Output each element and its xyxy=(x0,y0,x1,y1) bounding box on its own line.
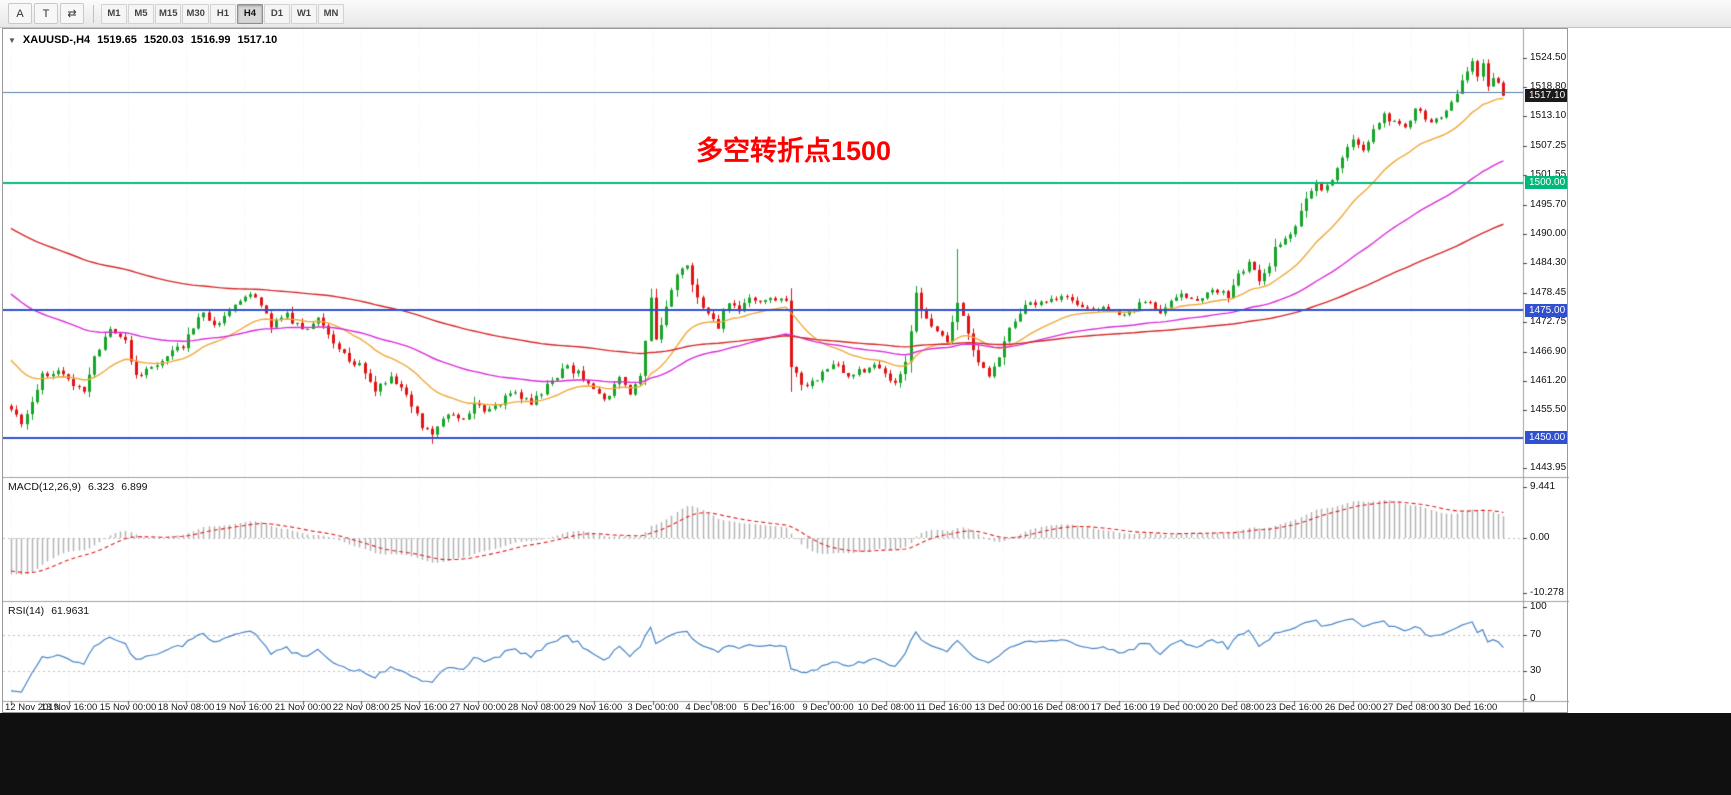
time-axis-label: 19 Dec 00:00 xyxy=(1149,702,1207,713)
chart-header: ▼ XAUUSD-,H4 1519.65 1520.03 1516.99 151… xyxy=(8,34,277,46)
high-value: 1520.03 xyxy=(143,34,184,46)
price-badge-1450.00: 1450.00 xyxy=(1525,431,1567,445)
toolbar-tools: A T ⇄ xyxy=(8,3,86,24)
rsi-label: RSI(14) 61.9631 xyxy=(8,605,90,617)
rsi-name: RSI(14) xyxy=(8,605,45,617)
time-axis-label: 20 Dec 08:00 xyxy=(1207,702,1265,713)
time-axis-label: 30 Dec 16:00 xyxy=(1440,702,1498,713)
axis-tick-label: 100 xyxy=(1530,601,1547,612)
time-axis-label: 27 Dec 08:00 xyxy=(1382,702,1440,713)
time-axis-label: 9 Dec 00:00 xyxy=(802,702,854,713)
time-axis-label: 4 Dec 08:00 xyxy=(685,702,737,713)
axis-tick-label: 1466.90 xyxy=(1530,345,1567,357)
axis-tick-label: 1495.70 xyxy=(1530,198,1567,210)
macd-signal-value: 6.899 xyxy=(121,481,148,493)
collapse-chart-icon[interactable]: ▼ xyxy=(8,35,16,45)
axis-tick-label: 1455.50 xyxy=(1530,403,1567,415)
chart-canvas[interactable] xyxy=(3,29,1569,714)
close-value: 1517.10 xyxy=(237,34,278,46)
price-badge-1500.00: 1500.00 xyxy=(1525,176,1567,190)
chart-window: ▼ XAUUSD-,H4 1519.65 1520.03 1516.99 151… xyxy=(2,28,1569,714)
time-axis-label: 18 Nov 08:00 xyxy=(157,702,215,713)
bottom-dark-strip xyxy=(0,713,1731,795)
axis-tick-label: 0 xyxy=(1530,693,1536,704)
axis-tick-label: 1513.10 xyxy=(1530,110,1567,122)
time-axis-label: 12 Nov 2019 xyxy=(5,702,59,713)
time-axis[interactable]: 12 Nov 2019 13 Nov 16:00 15 Nov 00:00 18 No… xyxy=(3,701,1523,714)
time-axis-label: 16 Dec 08:00 xyxy=(1032,702,1090,713)
axis-tick-label: 70 xyxy=(1530,628,1542,640)
time-axis-label: 27 Nov 00:00 xyxy=(449,702,507,713)
time-axis-label: 5 Dec 16:00 xyxy=(743,702,795,713)
time-axis-label: 13 Nov 16:00 xyxy=(40,702,98,713)
axis-tick-label: 1518.80 xyxy=(1530,81,1567,93)
timeframe-button-m15[interactable]: M15 xyxy=(155,3,182,24)
axis-tick-label: 1461.20 xyxy=(1530,374,1567,386)
axis-tick-label: 30 xyxy=(1530,665,1542,677)
time-axis-label: 11 Dec 16:00 xyxy=(916,702,972,713)
axis-tick-label: 0.00 xyxy=(1530,532,1550,543)
macd-main-value: 6.323 xyxy=(87,481,115,493)
macd-label: MACD(12,26,9) 6.323 6.899 xyxy=(8,481,148,493)
price-badge-1475.00: 1475.00 xyxy=(1525,303,1567,317)
axis-tick-label: -10.278 xyxy=(1530,586,1564,598)
timeframe-buttons: M1 M5 M15 M30 H1 H4 D1 W1 MN xyxy=(101,3,345,24)
time-axis-label: 28 Nov 08:00 xyxy=(507,702,565,713)
axis-tick-label: 1478.45 xyxy=(1530,286,1567,298)
timeframe-button-d1[interactable]: D1 xyxy=(263,3,290,24)
macd-name: MACD(12,26,9) xyxy=(8,481,81,493)
axis-tick-label: 1524.50 xyxy=(1530,51,1567,63)
rsi-value: 61.9631 xyxy=(51,605,90,617)
timeframe-button-m5[interactable]: M5 xyxy=(128,3,154,24)
time-axis-label: 3 Dec 00:00 xyxy=(627,702,679,713)
axis-tick-label: 1472.75 xyxy=(1530,315,1567,327)
timeframe-button-m1[interactable]: M1 xyxy=(101,3,127,24)
axis-tick-label: 1443.95 xyxy=(1530,462,1567,474)
axis-tick-label: 9.441 xyxy=(1530,481,1556,493)
time-axis-label: 15 Nov 00:00 xyxy=(99,702,157,713)
time-axis-label: 19 Nov 16:00 xyxy=(215,702,273,713)
time-axis-label: 25 Nov 16:00 xyxy=(390,702,448,713)
toolbar-text-tool[interactable]: T xyxy=(34,3,58,24)
open-value: 1519.65 xyxy=(97,34,137,46)
toolbar: A T ⇄ M1 M5 M15 M30 H1 H4 D1 W1 MN xyxy=(0,0,1731,28)
chart-annotation-text[interactable]: 多空转折点1500 xyxy=(696,136,892,166)
time-axis-label: 22 Nov 08:00 xyxy=(332,702,390,713)
time-axis-label: 26 Dec 00:00 xyxy=(1324,702,1382,713)
time-axis-label: 29 Nov 16:00 xyxy=(565,702,623,713)
axis-tick-label: 1501.55 xyxy=(1530,168,1567,180)
time-axis-label: 10 Dec 08:00 xyxy=(857,702,915,713)
toolbar-cycle-tool[interactable]: ⇄ xyxy=(60,3,84,24)
toolbar-arrow-tool[interactable]: A xyxy=(8,3,32,24)
time-axis-label: 21 Nov 00:00 xyxy=(274,702,332,713)
price-badge-1517.10: 1517.10 xyxy=(1525,89,1567,103)
time-axis-label: 13 Dec 00:00 xyxy=(974,702,1032,713)
axis-tick-label: 1507.25 xyxy=(1530,139,1567,151)
low-value: 1516.99 xyxy=(190,34,231,46)
toolbar-separator xyxy=(93,4,94,23)
timeframe-button-h4[interactable]: H4 xyxy=(236,3,263,24)
timeframe-button-h1[interactable]: H1 xyxy=(209,3,236,24)
price-axis[interactable]: 1524.50 1518.80 1513.10 1507.25 1501.55 1495.… xyxy=(1524,29,1568,714)
time-axis-label: 23 Dec 16:00 xyxy=(1265,702,1323,713)
axis-tick-label: 1490.00 xyxy=(1530,227,1567,239)
symbol-period-label: XAUUSD-,H4 xyxy=(22,34,91,46)
axis-tick-label: 1484.30 xyxy=(1530,256,1567,268)
timeframe-button-w1[interactable]: W1 xyxy=(290,3,317,24)
timeframe-button-mn[interactable]: MN xyxy=(317,3,344,24)
timeframe-button-m30[interactable]: M30 xyxy=(182,3,209,24)
time-axis-label: 17 Dec 16:00 xyxy=(1090,702,1148,713)
